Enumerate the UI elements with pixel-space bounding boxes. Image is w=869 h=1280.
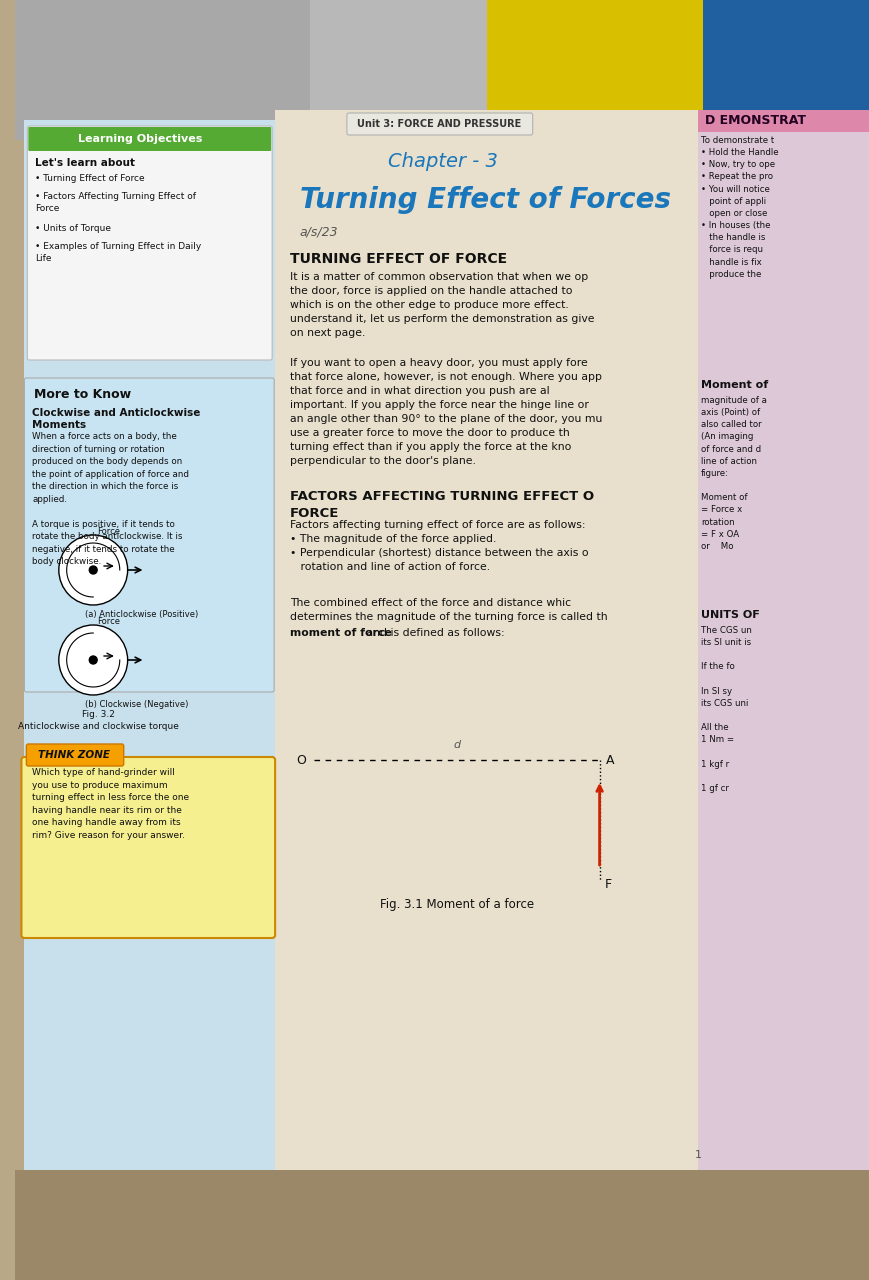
- Text: F: F: [604, 878, 611, 891]
- Text: Learning Objectives: Learning Objectives: [77, 134, 202, 145]
- Text: TURNING EFFECT OF FORCE: TURNING EFFECT OF FORCE: [289, 252, 507, 266]
- Text: Let's learn about: Let's learn about: [35, 157, 135, 168]
- Text: and is defined as follows:: and is defined as follows:: [362, 628, 504, 637]
- Text: (b) Clockwise (Negative): (b) Clockwise (Negative): [85, 700, 189, 709]
- Bar: [15, 1170, 869, 1280]
- Circle shape: [59, 535, 128, 605]
- Text: Fig. 3.1 Moment of a force: Fig. 3.1 Moment of a force: [380, 899, 534, 911]
- Bar: [486, 0, 869, 140]
- FancyBboxPatch shape: [29, 127, 271, 151]
- FancyBboxPatch shape: [24, 378, 274, 692]
- Text: a/s/23: a/s/23: [299, 225, 338, 238]
- Text: • Factors Affecting Turning Effect of
Force: • Factors Affecting Turning Effect of Fo…: [35, 192, 196, 212]
- Text: Unit 3: FORCE AND PRESSURE: Unit 3: FORCE AND PRESSURE: [357, 119, 521, 129]
- Text: It is a matter of common observation that when we op
the door, force is applied : It is a matter of common observation tha…: [289, 273, 594, 338]
- Bar: [275, 110, 697, 1170]
- Text: More to Know: More to Know: [34, 388, 131, 401]
- Text: The combined effect of the force and distance whic
determines the magnitude of t: The combined effect of the force and dis…: [289, 598, 607, 622]
- Text: A: A: [605, 754, 614, 767]
- Text: 1: 1: [693, 1149, 700, 1160]
- Circle shape: [59, 625, 128, 695]
- Text: When a force acts on a body, the
direction of turning or rotation
produced on th: When a force acts on a body, the directi…: [32, 433, 189, 566]
- Text: FACTORS AFFECTING TURNING EFFECT O
FORCE: FACTORS AFFECTING TURNING EFFECT O FORCE: [289, 490, 594, 520]
- Text: magnitude of a
axis (Point) of
also called tor
(An imaging
of force and d
line o: magnitude of a axis (Point) of also call…: [700, 396, 766, 550]
- Circle shape: [90, 657, 97, 664]
- FancyBboxPatch shape: [22, 756, 275, 938]
- Text: Clockwise and Anticlockwise
Moments: Clockwise and Anticlockwise Moments: [32, 408, 201, 430]
- Text: • Examples of Turning Effect in Daily
Life: • Examples of Turning Effect in Daily Li…: [35, 242, 202, 262]
- FancyBboxPatch shape: [347, 113, 532, 134]
- Text: Moment of: Moment of: [700, 380, 767, 390]
- Text: Chapter - 3: Chapter - 3: [388, 152, 498, 172]
- Text: Factors affecting turning effect of force are as follows:
• The magnitude of the: Factors affecting turning effect of forc…: [289, 520, 587, 572]
- Bar: [702, 0, 869, 140]
- Text: UNITS OF: UNITS OF: [700, 611, 759, 620]
- Text: Which type of hand-grinder will
you use to produce maximum
turning effect in les: Which type of hand-grinder will you use …: [32, 768, 189, 840]
- Bar: [15, 0, 309, 140]
- Bar: [24, 120, 275, 1170]
- Text: If you want to open a heavy door, you must apply fore
that force alone, however,: If you want to open a heavy door, you mu…: [289, 358, 601, 466]
- Text: THINK ZONE: THINK ZONE: [37, 750, 109, 760]
- Text: • Units of Torque: • Units of Torque: [35, 224, 111, 233]
- Text: To demonstrate t
• Hold the Handle
• Now, try to ope
• Repeat the pro
• You will: To demonstrate t • Hold the Handle • Now…: [700, 136, 778, 279]
- Text: moment of force: moment of force: [289, 628, 391, 637]
- Bar: [697, 110, 869, 132]
- Text: Force: Force: [97, 527, 120, 536]
- Text: • Turning Effect of Force: • Turning Effect of Force: [35, 174, 144, 183]
- Text: (a) Anticlockwise (Positive): (a) Anticlockwise (Positive): [85, 611, 198, 620]
- Text: O: O: [296, 754, 306, 767]
- Circle shape: [90, 566, 97, 573]
- FancyBboxPatch shape: [26, 744, 123, 765]
- Text: The CGS un
its SI unit is

If the fo

In SI sy
its CGS uni

All the
1 Nm =

1 kg: The CGS un its SI unit is If the fo In S…: [700, 626, 751, 792]
- Bar: [697, 110, 869, 1170]
- Text: Force: Force: [97, 617, 120, 626]
- Text: Turning Effect of Forces: Turning Effect of Forces: [299, 186, 670, 214]
- Text: Fig. 3.2
Anticlockwise and clockwise torque: Fig. 3.2 Anticlockwise and clockwise tor…: [17, 710, 178, 731]
- FancyBboxPatch shape: [27, 125, 272, 360]
- Text: D EMONSTRAT: D EMONSTRAT: [704, 114, 805, 127]
- Text: d: d: [453, 740, 460, 750]
- Bar: [15, 0, 869, 140]
